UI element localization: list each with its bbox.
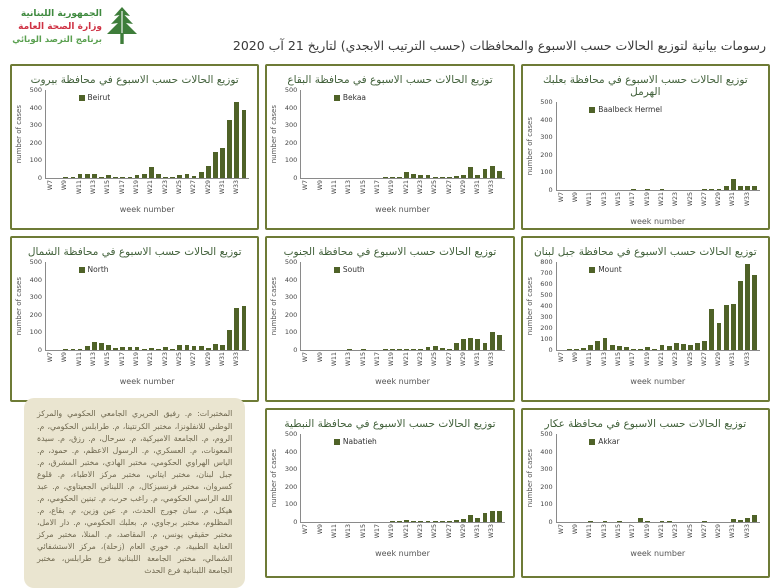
labs-note: المختبرات: م. رفيق الحريري الجامعي الحكو… [24, 398, 246, 588]
legend-label: Baalbeck Hermel [598, 105, 663, 114]
plot-area: Beirut [45, 90, 250, 179]
chart-akkar: توزيع الحالات حسب الاسبوع في محافظة عكار… [520, 408, 770, 578]
bars [46, 90, 249, 178]
y-axis-label: number of cases [525, 448, 534, 508]
legend-marker [333, 266, 340, 273]
chart-beirut: توزيع الحالات حسب الاسبوع في محافظة بيرو… [10, 64, 260, 230]
y-axis-ticks: 500 400 300 200 100 0 [284, 430, 298, 526]
y-axis-ticks: 500 400 300 200 100 0 [29, 258, 42, 354]
chart-title: توزيع الحالات حسب الاسبوع في محافظة بيرو… [30, 74, 239, 86]
x-axis-ticks: W7 W9 W11 W13 W15 W17 W19 W21 W23 W25 W27 W29 W31 W33 [302, 524, 496, 539]
chart-title: توزيع الحالات حسب الاسبوع في محافظة البق… [287, 74, 493, 86]
legend-label: North [87, 265, 109, 274]
plot-area: Baalbeck Hermel [555, 102, 760, 191]
y-axis-label: number of cases [15, 276, 23, 336]
chart-north: توزيع الحالات حسب الاسبوع في محافظة الشم… [10, 236, 260, 402]
org-block: الجمهورية اللبنانية وزارة الصحة العامة ب… [12, 8, 102, 46]
legend-label: South [342, 265, 365, 274]
y-axis-label: number of cases [270, 104, 279, 164]
y-axis-ticks: 500 400 300 200 100 0 [540, 98, 553, 194]
y-axis-label: number of cases [270, 448, 279, 508]
x-axis-label: week number [630, 217, 686, 226]
bars [301, 90, 504, 178]
x-axis-label: week number [375, 377, 430, 386]
chart-mount-lebanon: توزيع الحالات حسب الاسبوع في محافظة جبل … [520, 236, 770, 402]
chart-title: توزيع الحالات حسب الاسبوع في محافظة بعلب… [542, 74, 748, 98]
y-axis-ticks: 800 700 600 500 400 300 200 100 0 [540, 258, 553, 354]
plot-area: Bekaa [300, 90, 505, 179]
legend-label: Akkar [598, 437, 620, 446]
x-axis-label: week number [119, 205, 175, 214]
y-axis-label: number of cases [525, 276, 534, 336]
bars [557, 102, 760, 190]
x-axis-ticks: W7 W9 W11 W13 W15 W17 W19 W21 W23 W25 W27 W29 W31 W33 [302, 352, 496, 367]
legend: Mount [589, 265, 622, 274]
x-axis-label: week number [375, 549, 430, 558]
legend-marker [78, 94, 85, 101]
chart-title: توزيع الحالات حسب الاسبوع في محافظة الجن… [283, 246, 497, 258]
plot-area: Mount [555, 262, 760, 351]
plot-area: South [300, 262, 505, 351]
legend-marker [333, 94, 340, 101]
legend-label: Nabatieh [342, 437, 377, 446]
chart-south: توزيع الحالات حسب الاسبوع في محافظة الجن… [265, 236, 515, 402]
labs-note-cell: المختبرات: م. رفيق الحريري الجامعي الحكو… [10, 398, 259, 588]
chart-title: توزيع الحالات حسب الاسبوع في محافظة النب… [284, 418, 496, 430]
bars [301, 262, 504, 350]
legend: Nabatieh [333, 437, 377, 446]
x-axis-label: week number [630, 377, 686, 386]
legend-label: Mount [598, 265, 622, 274]
legend: Bekaa [333, 93, 367, 102]
legend-label: Beirut [87, 93, 111, 102]
charts-grid: توزيع الحالات حسب الاسبوع في محافظة بيرو… [10, 64, 770, 588]
plot-area: Nabatieh [300, 434, 505, 523]
y-axis-label: number of cases [15, 104, 23, 164]
y-axis-ticks: 500 400 300 200 100 0 [284, 258, 298, 354]
chart-baalbeck-hermel: توزيع الحالات حسب الاسبوع في محافظة بعلب… [520, 64, 770, 230]
x-axis-ticks: W7 W9 W11 W13 W15 W17 W19 W21 W23 W25 W27 W29 W31 W33 [47, 180, 241, 195]
bars [557, 262, 760, 350]
legend: Beirut [78, 93, 111, 102]
legend: North [78, 265, 109, 274]
x-axis-ticks: W7 W9 W11 W13 W15 W17 W19 W21 W23 W25 W27 W29 W31 W33 [47, 352, 241, 367]
y-axis-ticks: 500 400 300 200 100 0 [29, 86, 42, 182]
chart-title: توزيع الحالات حسب الاسبوع في محافظة عكار [544, 418, 747, 430]
x-axis-ticks: W7 W9 W11 W13 W15 W17 W19 W21 W23 W25 W27 W29 W31 W33 [557, 352, 751, 367]
y-axis-ticks: 500 400 300 200 100 0 [540, 430, 553, 526]
legend-marker [589, 266, 596, 273]
legend-marker [78, 266, 85, 273]
legend-marker [589, 438, 596, 445]
plot-area: Akkar [555, 434, 760, 523]
page-title: رسومات بيانية لتوزيع الحالات حسب الاسبوع… [232, 38, 766, 53]
bars [46, 262, 249, 350]
chart-title: توزيع الحالات حسب الاسبوع في محافظة الشم… [27, 246, 242, 258]
bars [557, 434, 760, 522]
bars [301, 434, 504, 522]
cedar-logo-icon [107, 7, 137, 44]
x-axis-ticks: W7 W9 W11 W13 W15 W17 W19 W21 W23 W25 W27 W29 W31 W33 [557, 192, 751, 207]
x-axis-ticks: W7 W9 W11 W13 W15 W17 W19 W21 W23 W25 W27 W29 W31 W33 [302, 180, 496, 195]
ministry-name: وزارة الصحة العامة [18, 22, 102, 33]
y-axis-ticks: 500 400 300 200 100 0 [284, 86, 298, 182]
program-name: برنامج الترصد الوبائي [12, 35, 102, 46]
legend: Baalbeck Hermel [589, 105, 662, 114]
org-name: الجمهورية اللبنانية [20, 9, 102, 19]
x-axis-label: week number [630, 549, 686, 558]
legend: Akkar [589, 437, 620, 446]
plot-area: North [45, 262, 250, 351]
x-axis-ticks: W7 W9 W11 W13 W15 W17 W19 W21 W23 W25 W27 W29 W31 W33 [557, 524, 751, 539]
chart-nabatieh: توزيع الحالات حسب الاسبوع في محافظة النب… [265, 408, 515, 578]
legend-marker [589, 106, 596, 113]
header: الجمهورية اللبنانية وزارة الصحة العامة ب… [0, 0, 780, 62]
chart-bekaa: توزيع الحالات حسب الاسبوع في محافظة البق… [265, 64, 515, 230]
x-axis-label: week number [375, 205, 430, 214]
legend: South [333, 265, 365, 274]
legend-label: Bekaa [342, 93, 367, 102]
x-axis-label: week number [119, 377, 175, 386]
y-axis-label: number of cases [270, 276, 279, 336]
chart-title: توزيع الحالات حسب الاسبوع في محافظة جبل … [533, 246, 757, 258]
y-axis-label: number of cases [525, 116, 534, 176]
legend-marker [333, 438, 340, 445]
